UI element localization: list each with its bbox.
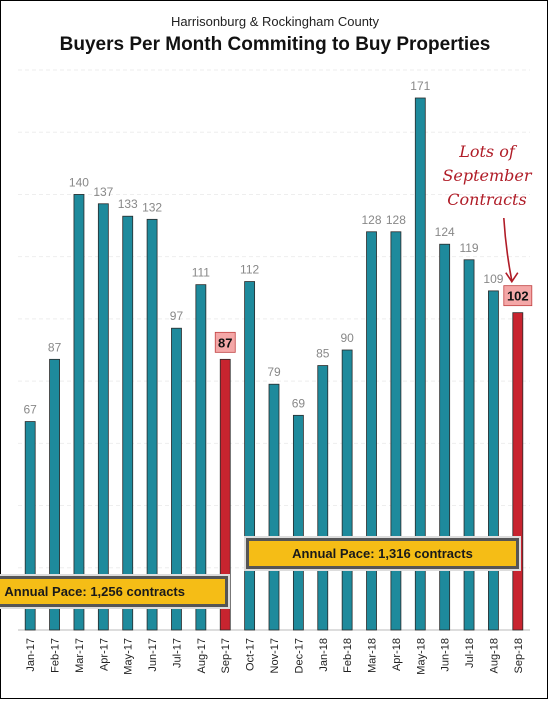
note-arrow-head — [505, 272, 519, 284]
september-note: Lots of September Contracts — [432, 140, 542, 212]
data-label: 69 — [292, 396, 306, 410]
bar — [146, 218, 158, 631]
x-tick-label: Aug-17 — [196, 638, 208, 673]
note-line-3: Contracts — [447, 190, 527, 209]
data-label: 171 — [410, 79, 430, 93]
bar — [73, 194, 85, 631]
bar — [219, 358, 231, 631]
data-label: 112 — [240, 263, 259, 277]
x-tick-label: Oct-17 — [245, 638, 257, 671]
bar — [49, 358, 60, 631]
x-tick-label: Sep-18 — [513, 638, 525, 673]
bar — [366, 231, 377, 631]
data-label: 87 — [218, 335, 232, 350]
data-label: 137 — [93, 185, 113, 199]
x-tick-label: Jul-18 — [464, 638, 476, 668]
bar — [122, 215, 134, 631]
data-label-box — [503, 285, 533, 307]
data-label: 128 — [362, 213, 382, 227]
bar — [195, 284, 207, 631]
x-tick-label: Jun-17 — [147, 638, 159, 672]
x-tick-label: Jan-17 — [25, 638, 37, 672]
data-label: 79 — [267, 365, 281, 379]
bar — [414, 97, 426, 631]
data-label: 124 — [435, 225, 455, 239]
x-tick-label: Jan-18 — [318, 638, 330, 672]
bar — [292, 414, 304, 631]
annual-pace-2017-label: Annual Pace: 1,256 contracts — [0, 576, 228, 607]
bar — [463, 259, 475, 631]
bar — [97, 203, 109, 631]
data-label: 87 — [48, 340, 62, 354]
x-tick-label: Aug-18 — [488, 638, 500, 673]
x-tick-label: Feb-17 — [50, 638, 62, 673]
bar — [488, 290, 499, 631]
bar — [171, 327, 182, 631]
bar — [268, 383, 280, 631]
note-line-1: Lots of — [459, 142, 515, 161]
x-tick-label: Dec-17 — [293, 638, 305, 673]
data-label: 85 — [316, 347, 330, 361]
data-label: 97 — [170, 309, 184, 323]
chart-title: Buyers Per Month Commiting to Buy Proper… — [59, 34, 491, 55]
chart-subtitle: Harrisonburg & Rockingham County — [170, 14, 380, 29]
data-label-box — [214, 331, 236, 353]
data-label: 132 — [142, 200, 162, 214]
x-tick-label: Feb-18 — [342, 638, 354, 673]
data-label: 128 — [386, 213, 406, 227]
data-label: 109 — [483, 272, 503, 286]
bar — [24, 421, 36, 631]
bar — [439, 243, 451, 631]
x-tick-label: Nov-17 — [269, 638, 281, 673]
data-label: 119 — [459, 241, 478, 255]
x-tick-label: Apr-17 — [98, 638, 110, 671]
data-label: 102 — [507, 289, 529, 304]
note-line-2: September — [442, 166, 532, 185]
data-label: 111 — [192, 266, 211, 280]
annual-pace-2018-label: Annual Pace: 1,316 contracts — [246, 538, 519, 569]
x-tick-label: Apr-18 — [391, 638, 403, 671]
x-tick-label: Sep-17 — [220, 638, 232, 673]
data-label: 90 — [340, 331, 354, 345]
x-tick-label: Mar-17 — [74, 638, 86, 673]
bar — [317, 365, 329, 631]
data-label: 67 — [24, 403, 38, 417]
x-tick-label: Jul-17 — [171, 638, 183, 668]
bar — [512, 312, 524, 631]
data-label: 140 — [69, 175, 89, 189]
x-tick-label: May-18 — [415, 638, 427, 675]
bar — [341, 349, 353, 631]
bar — [244, 281, 256, 631]
x-tick-label: Jun-18 — [440, 638, 452, 672]
bar — [390, 231, 402, 631]
x-tick-label: May-17 — [123, 638, 135, 675]
x-tick-label: Mar-18 — [367, 638, 379, 673]
data-label: 133 — [118, 197, 138, 211]
note-arrow — [503, 217, 513, 281]
